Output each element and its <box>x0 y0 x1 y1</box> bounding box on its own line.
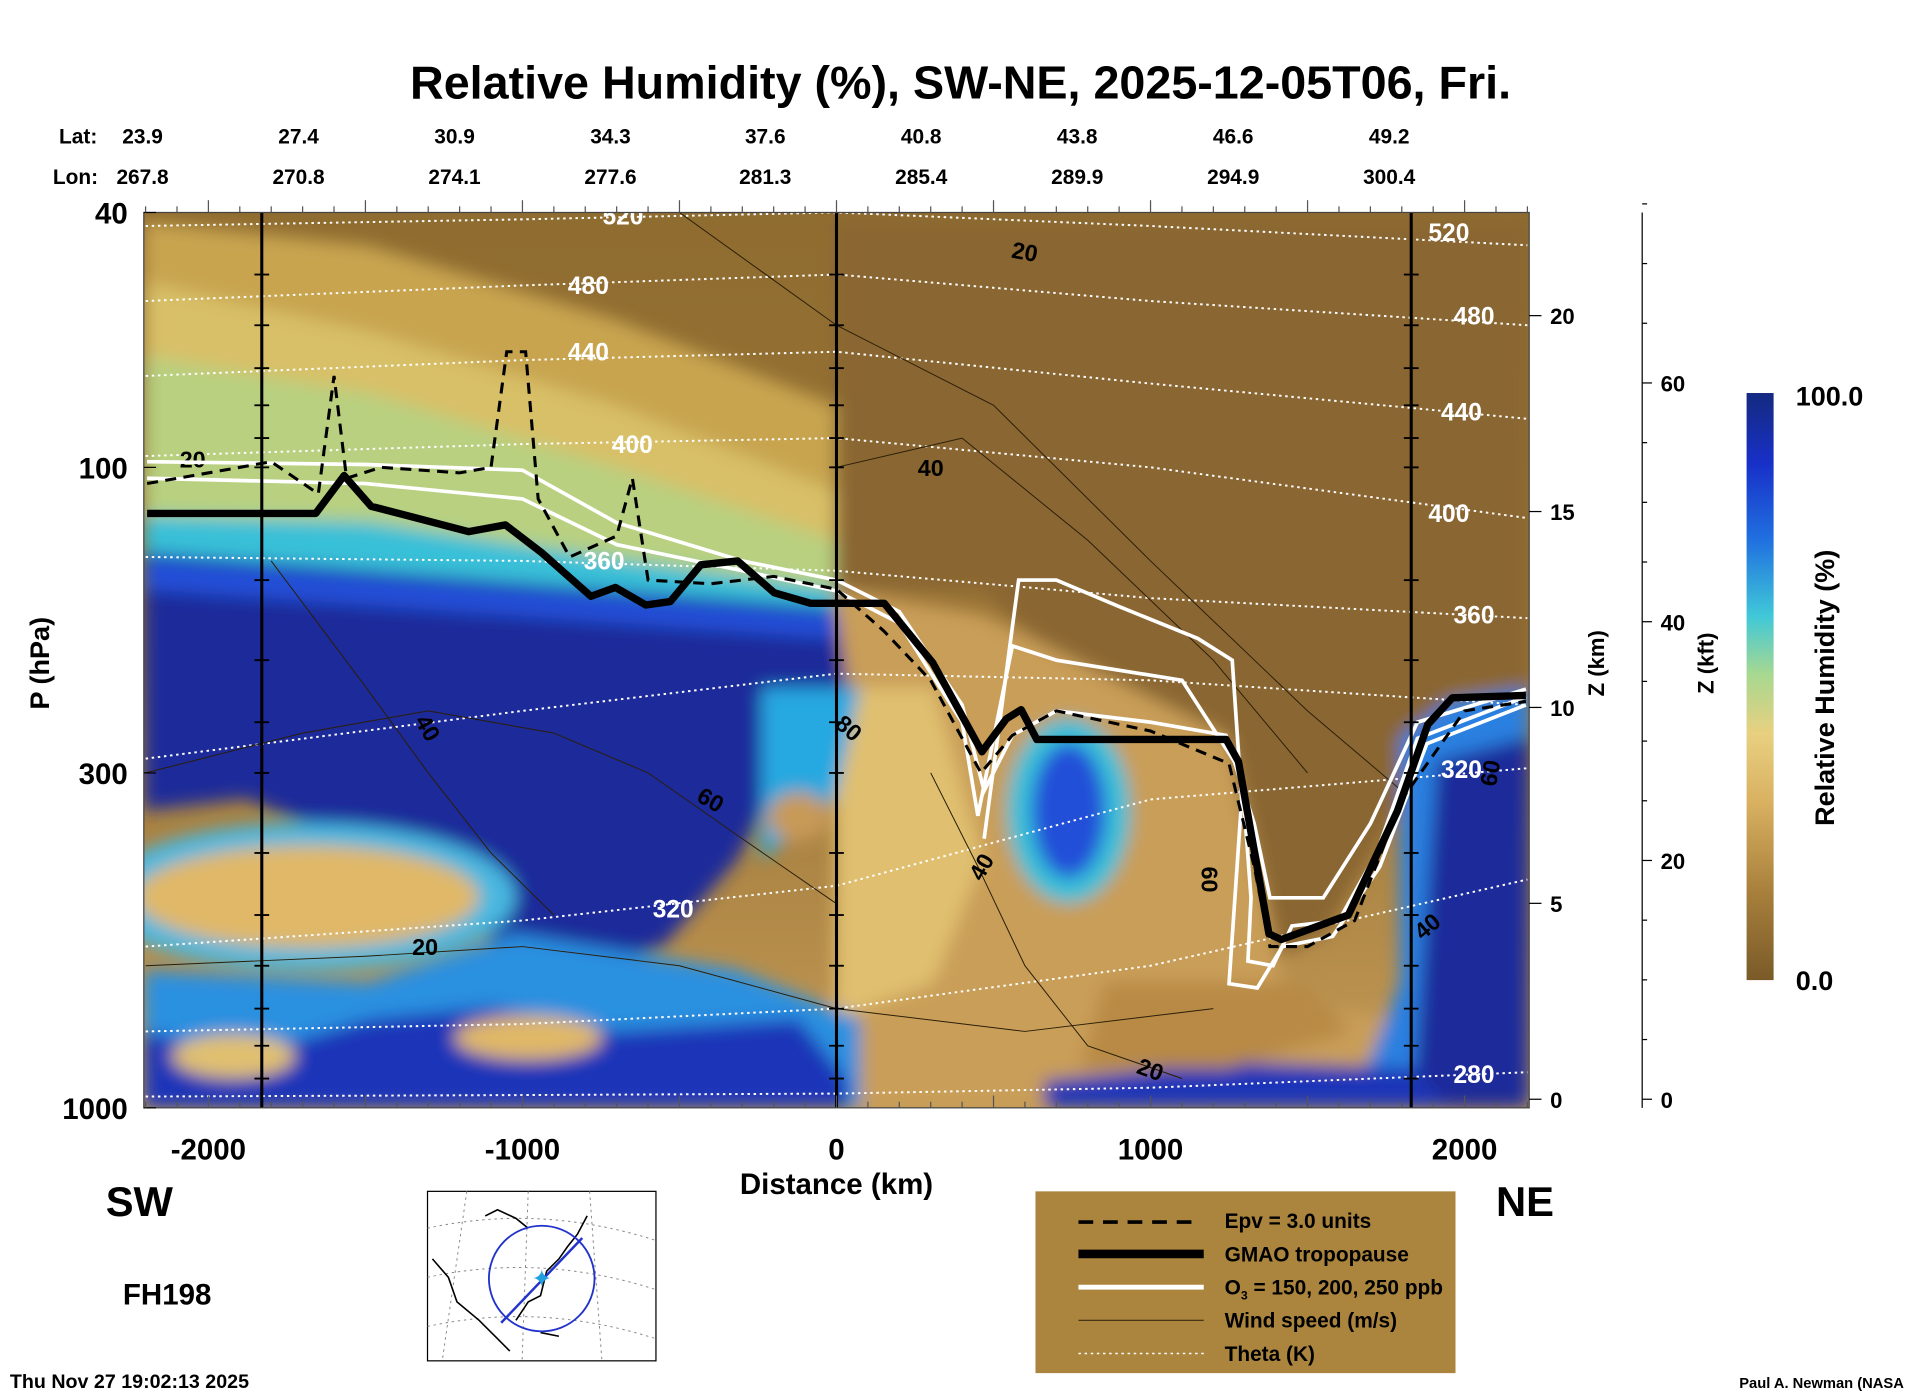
colorbar-label: Relative Humidity (%) <box>1810 550 1840 826</box>
z-km-tick-label: 5 <box>1550 892 1562 917</box>
legend-tropopause-label: GMAO tropopause <box>1225 1243 1409 1266</box>
relative-humidity-field <box>143 212 1530 1108</box>
lat-value: 43.8 <box>1057 126 1098 149</box>
lat-value: 40.8 <box>901 126 942 149</box>
z-km-axis-label: Z (km) <box>1584 630 1609 696</box>
y-tick-label: 40 <box>95 198 128 231</box>
wind-speed-contour <box>930 772 1183 1079</box>
lat-value: 27.4 <box>278 126 319 149</box>
y-tick-label: 1000 <box>62 1093 128 1126</box>
section-path <box>500 1237 584 1324</box>
x-tick-label: 0 <box>828 1133 844 1166</box>
x-tick-label: -2000 <box>171 1133 246 1166</box>
lon-label: Lon: <box>53 166 98 189</box>
z-kft-tick-label: 20 <box>1661 849 1686 874</box>
wind-speed-label: 60 <box>1197 866 1223 892</box>
x-axis-label: Distance (km) <box>740 1168 933 1201</box>
wind-speed-label: 20 <box>180 446 206 472</box>
z-km-tick-label: 15 <box>1550 500 1575 525</box>
wind-speed-contour <box>145 710 837 905</box>
colorbar-gradient <box>1746 393 1774 981</box>
x-tick-label: -1000 <box>485 1133 560 1166</box>
forecast-hour: FH198 <box>123 1278 211 1311</box>
y-tick-label: 300 <box>79 758 128 791</box>
wind-speed-contour <box>679 212 1403 792</box>
lon-value: 281.3 <box>739 166 791 189</box>
y-tick-label: 100 <box>79 452 128 485</box>
wind-speed-label: 20 <box>1010 237 1040 267</box>
lon-value: 300.4 <box>1363 166 1416 189</box>
y-axis-label: P (hPa) <box>25 617 55 710</box>
wind-speed-label: 40 <box>918 455 944 481</box>
theta-label: 440 <box>568 339 609 366</box>
legend-epv-label: Epv = 3.0 units <box>1225 1210 1372 1233</box>
theta-label: 520 <box>1428 220 1469 247</box>
lon-value: 277.6 <box>584 166 636 189</box>
timestamp: Thu Nov 27 19:02:13 2025 <box>10 1371 249 1393</box>
theta-label: 520 <box>602 204 643 231</box>
lon-value: 294.9 <box>1207 166 1259 189</box>
theta-label: 360 <box>1454 603 1495 630</box>
lat-value: 34.3 <box>590 126 631 149</box>
lon-value: 267.8 <box>116 166 168 189</box>
wind-speed-contour <box>145 946 1214 1032</box>
lat-value: 30.9 <box>434 126 475 149</box>
legend-o3-label: O3 = 150, 200, 250 ppb <box>1225 1277 1443 1303</box>
theta-label: 400 <box>612 432 653 459</box>
theta-label: 440 <box>1441 400 1482 427</box>
theta-label: 480 <box>1454 303 1495 330</box>
z-kft-tick-label: 40 <box>1661 610 1686 635</box>
lon-value: 289.9 <box>1051 166 1103 189</box>
lon-value: 270.8 <box>272 166 324 189</box>
range-circle <box>487 1224 596 1333</box>
inset-map: ✦ <box>426 1190 657 1362</box>
z-kft-tick-label: 60 <box>1661 372 1686 397</box>
x-tick-label: 1000 <box>1118 1133 1184 1166</box>
legend-theta-label: Theta (K) <box>1225 1343 1315 1366</box>
z-kft-tick-label: 0 <box>1661 1088 1673 1113</box>
z-kft-axis-label: Z (kft) <box>1693 633 1718 694</box>
center-star-icon: ✦ <box>531 1266 552 1293</box>
theta-label: 360 <box>584 549 625 576</box>
lat-label: Lat: <box>59 126 97 149</box>
theta-contour-520 <box>145 212 1528 247</box>
credit: Paul A. Newman (NASA <box>1739 1376 1904 1392</box>
theta-label: 280 <box>1454 1062 1495 1089</box>
theta-label: 400 <box>1428 501 1469 528</box>
z-km-tick-label: 20 <box>1550 304 1575 329</box>
theta-label: 320 <box>1441 757 1482 784</box>
wind-speed-label: 60 <box>1475 758 1505 788</box>
wind-speed-label: 20 <box>412 934 438 960</box>
lon-value: 274.1 <box>428 166 481 189</box>
lat-value: 37.6 <box>745 126 786 149</box>
lat-value: 49.2 <box>1369 126 1410 149</box>
chart-title: Relative Humidity (%), SW-NE, 2025-12-05… <box>410 56 1511 108</box>
lon-value: 285.4 <box>895 166 948 189</box>
sw-label: SW <box>106 1178 174 1225</box>
wind-speed-contour <box>270 560 555 916</box>
wind-speed-contour <box>836 437 1308 774</box>
coastline <box>431 1208 588 1352</box>
z-km-tick-label: 0 <box>1550 1088 1562 1113</box>
x-tick-label: 2000 <box>1432 1133 1498 1166</box>
theta-contour-280 <box>145 1071 1528 1098</box>
colorbar: 100.0 0.0 Relative Humidity (%) <box>1746 381 1864 996</box>
colorbar-min: 0.0 <box>1796 966 1834 996</box>
lat-value: 23.9 <box>122 126 163 149</box>
tropopause-line <box>147 471 1527 944</box>
lat-lon-header: Lat: Lon: 23.9 27.4 30.9 34.3 37.6 40.8 43.8 46… <box>53 126 1416 190</box>
theta-contour-320 <box>145 767 1528 948</box>
lat-value: 46.6 <box>1213 126 1254 149</box>
z-km-tick-label: 10 <box>1550 696 1575 721</box>
theta-label: 320 <box>653 896 694 923</box>
legend-wind-label: Wind speed (m/s) <box>1225 1310 1398 1333</box>
legend: Epv = 3.0 units GMAO tropopause O3 = 150… <box>1035 1191 1456 1374</box>
theta-label: 480 <box>568 273 609 300</box>
ne-label: NE <box>1496 1178 1554 1225</box>
theta-contour-360 <box>145 556 1528 620</box>
colorbar-max: 100.0 <box>1796 381 1864 411</box>
